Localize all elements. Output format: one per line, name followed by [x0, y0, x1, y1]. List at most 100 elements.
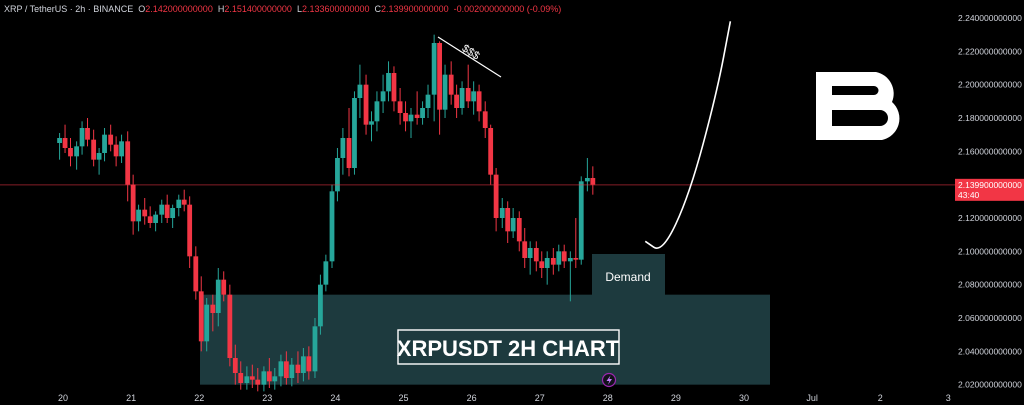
- candle: [159, 199, 165, 223]
- candle-body: [386, 73, 391, 92]
- candle-body: [153, 214, 159, 223]
- candle: [283, 351, 289, 385]
- low-label: L: [296, 4, 302, 14]
- candle: [318, 274, 323, 335]
- candle: [431, 34, 437, 122]
- candle-body: [215, 279, 221, 313]
- brand-logo-icon: [816, 72, 900, 140]
- candle-body: [108, 134, 114, 145]
- candle: [459, 81, 465, 115]
- candle: [471, 81, 477, 115]
- high-label: H: [217, 4, 225, 14]
- candle-body: [442, 74, 448, 110]
- candle: [437, 41, 442, 135]
- candle: [465, 64, 471, 108]
- candle-body: [448, 74, 454, 95]
- candle-body: [193, 256, 199, 292]
- candle-body: [573, 258, 579, 260]
- candle: [164, 194, 170, 223]
- demand-zone[interactable]: [200, 294, 770, 385]
- candle-body: [556, 251, 562, 265]
- candle-body: [499, 208, 505, 218]
- demand-box: [592, 254, 665, 298]
- change-value: -0.002000000000 (-0.09%): [453, 4, 562, 14]
- x-tick-label: 23: [262, 393, 272, 403]
- candle: [266, 358, 272, 388]
- candle: [590, 166, 596, 195]
- candle: [130, 174, 136, 235]
- candle-body: [136, 209, 141, 222]
- candle: [289, 358, 295, 387]
- candle: [556, 244, 562, 272]
- candle-body: [113, 144, 119, 157]
- candle: [369, 111, 374, 142]
- candle-body: [510, 218, 516, 232]
- candle: [79, 121, 85, 155]
- candle-body: [283, 361, 289, 378]
- low-value: 2.133600000000: [301, 4, 370, 14]
- y-tick-label: 2.220000000000: [958, 46, 1022, 56]
- candle: [544, 251, 550, 285]
- candle-body: [403, 113, 408, 122]
- candle: [187, 196, 193, 268]
- candle-body: [340, 138, 346, 158]
- candle-body: [369, 121, 374, 125]
- chart-title: XRPUSDT 2H CHART: [397, 336, 620, 361]
- title-box: [397, 329, 620, 365]
- candle-body: [357, 84, 363, 98]
- candle-body: [312, 326, 318, 372]
- candle-body: [147, 216, 153, 223]
- y-tick-label: 2.020000000000: [958, 380, 1022, 390]
- candle-body: [459, 88, 465, 108]
- projection-curve: [644, 21, 732, 249]
- candle-body: [176, 199, 182, 208]
- x-tick-label: 29: [671, 393, 681, 403]
- candle-body: [323, 261, 329, 285]
- close-label: C: [374, 4, 382, 14]
- y-tick-label: 2.160000000000: [958, 146, 1022, 156]
- candle: [91, 129, 97, 167]
- candle: [533, 241, 539, 272]
- candle: [425, 84, 431, 118]
- candle-body: [482, 111, 488, 128]
- x-tick-label: 20: [58, 393, 68, 403]
- candle: [204, 298, 210, 352]
- candle-body: [465, 88, 471, 102]
- open-label: O: [138, 4, 146, 14]
- candle-body: [414, 114, 420, 118]
- candle: [499, 198, 505, 228]
- candle: [278, 354, 284, 387]
- candle: [119, 134, 124, 163]
- candle-body: [159, 204, 165, 215]
- x-tick-label: 27: [535, 393, 545, 403]
- candle: [85, 118, 90, 147]
- candle-body: [300, 356, 306, 373]
- candle: [442, 64, 448, 118]
- candle-body: [62, 138, 68, 148]
- candle-body: [476, 91, 482, 112]
- x-tick-label: 2: [878, 393, 883, 403]
- candle: [488, 124, 494, 185]
- candle: [244, 366, 250, 390]
- candle: [57, 133, 62, 160]
- candle-body: [306, 356, 312, 372]
- candle: [567, 251, 573, 302]
- candle: [181, 189, 187, 212]
- candle-body: [272, 376, 278, 382]
- candle: [505, 201, 511, 243]
- candle: [550, 248, 556, 275]
- candle-body: [488, 128, 494, 175]
- demand-label: Demand: [605, 270, 650, 284]
- y-tick-label: 2.100000000000: [958, 246, 1022, 256]
- lightning-bolt-icon[interactable]: [601, 372, 617, 388]
- candle-body: [544, 258, 550, 268]
- symbol-label: XRP / TetherUS · 2h · BINANCE: [4, 4, 134, 14]
- candle-body: [79, 128, 85, 147]
- candle: [516, 211, 522, 252]
- candle: [136, 204, 141, 232]
- candle-body: [318, 284, 323, 327]
- candle-body: [170, 208, 176, 218]
- candle: [397, 88, 403, 125]
- y-tick-label: 2.080000000000: [958, 280, 1022, 290]
